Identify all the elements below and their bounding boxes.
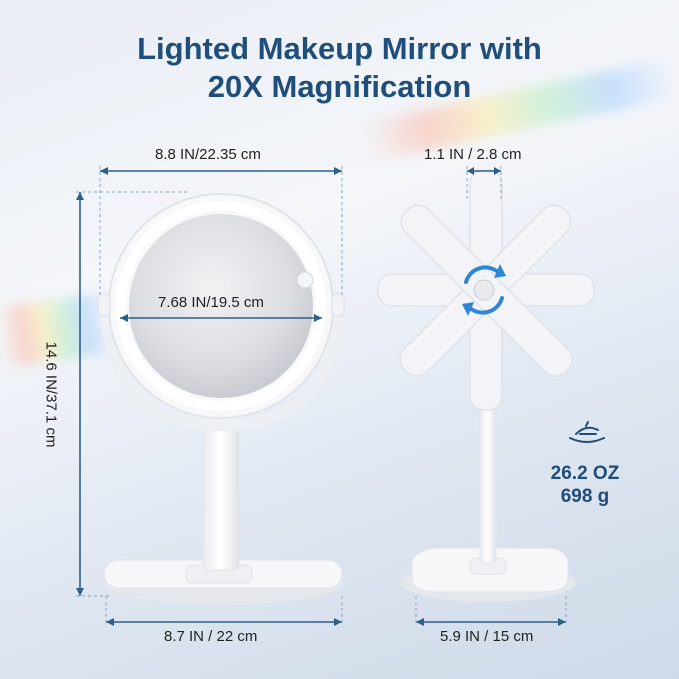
height-arrow-top [76,192,84,200]
height-arrow-bottom [76,588,84,596]
page-title: Lighted Makeup Mirror with 20X Magnifica… [0,30,679,106]
side-base-arrow-left [416,618,424,626]
front-mirror [97,193,346,605]
weight-block: 26.2 OZ 698 g [540,462,630,508]
front-width-arrow-right [334,167,342,175]
dimension-lines [76,166,567,626]
side-mirror-hub [473,279,495,301]
mirror-diameter-arrow-left [120,314,128,322]
side-mirror [377,169,595,602]
height-label: 14.6 IN/37.1 cm [42,341,60,448]
side-depth-label: 1.1 IN / 2.8 cm [424,146,522,163]
side-depth-arrow-left [467,167,474,175]
side-mirror-stem [479,404,497,564]
base-width-arrow-right [334,618,342,626]
front-mirror-pivot-right [331,293,345,317]
side-base-arrow-right [558,618,566,626]
title-line-1: Lighted Makeup Mirror with [137,31,542,66]
side-base-label: 5.9 IN / 15 cm [440,628,534,645]
front-mirror-led-ring [116,201,326,411]
rotate-arrow-icon [462,264,506,316]
mirror-diameter-arrow-right [314,314,322,322]
front-mirror-pivot-left [97,293,111,317]
front-width-label: 8.8 IN/22.35 cm [155,146,261,163]
front-mirror-glass [129,214,313,398]
mirror-diameter-label: 7.68 IN/19.5 cm [158,294,264,311]
scale-icon [569,421,605,443]
front-mirror-touch-button [296,271,314,289]
weight-oz: 26.2 OZ [550,463,620,484]
front-mirror-yoke [98,294,346,432]
base-width-arrow-left [106,618,114,626]
side-depth-arrow-right [494,167,501,175]
front-mirror-stem [202,419,240,571]
title-line-2: 20X Magnification [207,69,472,104]
weight-grams: 698 g [560,486,610,507]
front-width-arrow-left [100,167,108,175]
base-width-label: 8.7 IN / 22 cm [164,628,258,645]
